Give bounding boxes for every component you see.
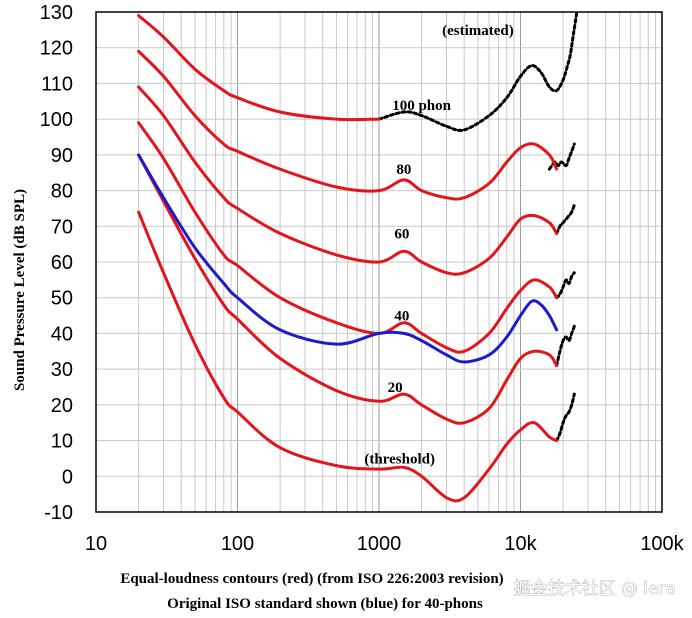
x-tick-label: 100 [221, 533, 254, 555]
estimated-tail-line [555, 392, 576, 443]
x-tick-label: 10k [504, 533, 537, 555]
series-line-80-phon [137, 49, 559, 201]
series-line-40-phon [137, 121, 559, 354]
y-tick-label: 110 [41, 73, 73, 95]
y-tick-label: 10 [51, 431, 73, 453]
y-tick-label: 100 [40, 109, 73, 131]
series-line-60-phon [137, 85, 559, 276]
y-tick-label: 70 [51, 216, 73, 238]
curve-annotation: 40 [394, 309, 409, 325]
estimated-tail-line [555, 203, 576, 235]
curve-annotation: 80 [396, 162, 411, 178]
y-tick-label: 20 [51, 395, 73, 417]
y-tick-label: 0 [62, 466, 73, 488]
x-axis-label-line2: Original ISO standard shown (blue) for 4… [167, 596, 483, 612]
x-tick-label: 10 [85, 533, 107, 555]
estimated-tail-line [555, 271, 576, 300]
series-line-original-iso-40-phon [137, 153, 559, 364]
x-tick-label: 100k [640, 533, 684, 555]
y-tick-label: 60 [51, 252, 73, 274]
estimated-tail-line [555, 324, 576, 368]
y-tick-label: 50 [51, 288, 73, 310]
series [137, 10, 579, 503]
y-tick-label: 30 [51, 359, 73, 381]
y-tick-label: 130 [40, 2, 73, 24]
curve-annotation: (threshold) [364, 451, 435, 467]
series-line-100-phon-estimated [377, 10, 579, 132]
y-tick-label: 90 [51, 145, 73, 167]
curve-annotation: (estimated) [442, 23, 514, 39]
series-line-threshold [137, 210, 559, 503]
series-line-100-phon [137, 14, 381, 122]
y-tick-label: 80 [51, 181, 73, 203]
y-tick-label: 40 [51, 323, 73, 345]
watermark: 掘金技术社区 @ iera [514, 579, 676, 599]
series-line-20-phon [137, 153, 559, 425]
curve-annotation: 20 [388, 380, 403, 396]
x-axis-label-line1: Equal-loudness contours (red) (from ISO … [120, 571, 503, 587]
plot-frame [95, 11, 663, 513]
curve-annotation: 60 [394, 226, 409, 242]
curve-annotation: 100 phon [392, 98, 451, 114]
x-tick-label: 1000 [357, 533, 402, 555]
y-axis-label: Sound Pressure Level (dB SPL) [12, 189, 28, 391]
estimated-tail-line [547, 142, 576, 171]
y-tick-label: -10 [44, 502, 73, 524]
annotations: (estimated) 100 phon 80 60 40 20 (threshold) [364, 23, 513, 468]
y-tick-label: 120 [40, 38, 73, 60]
